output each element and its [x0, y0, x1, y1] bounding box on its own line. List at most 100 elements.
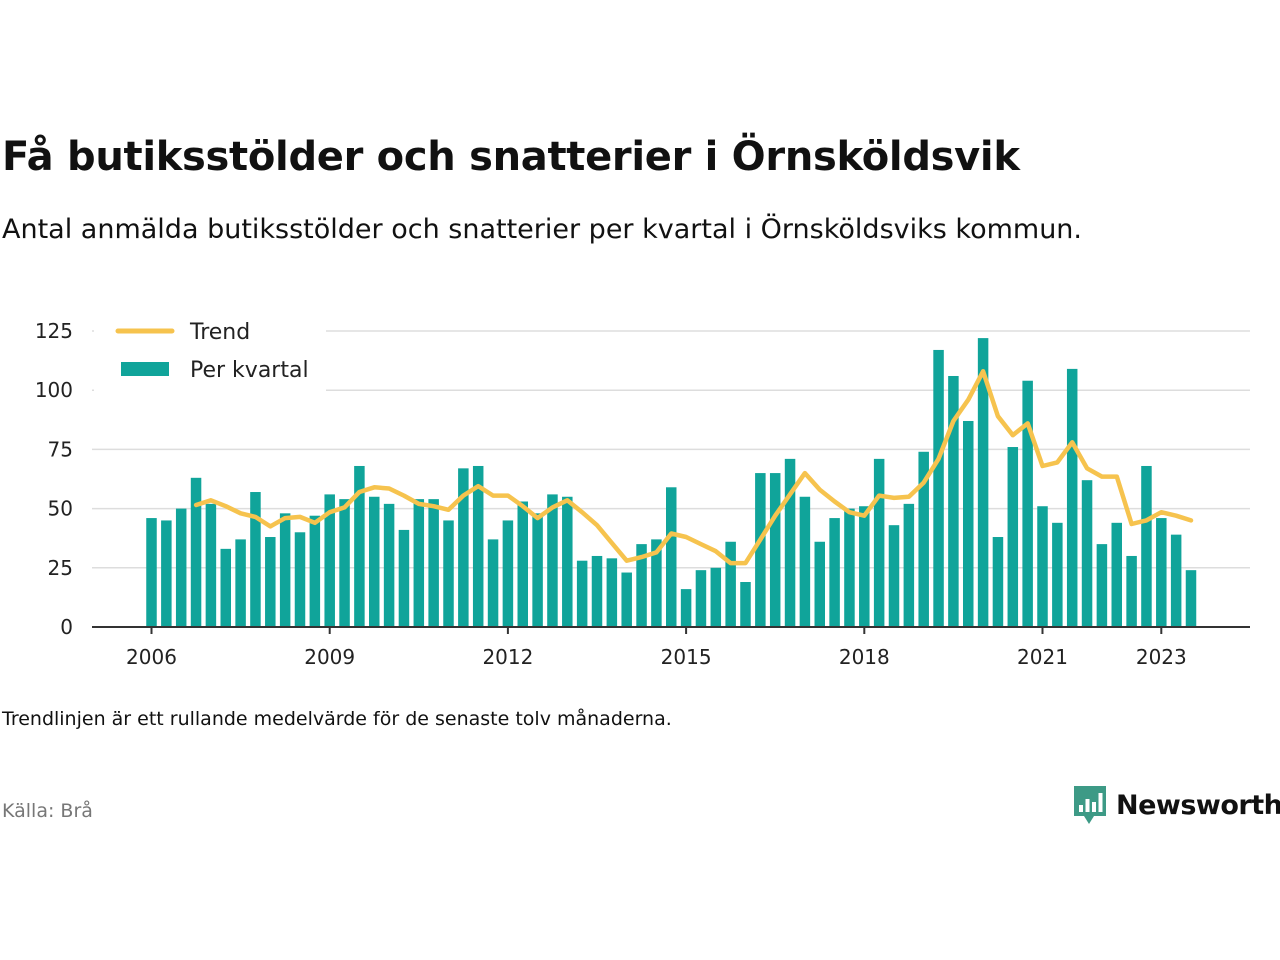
legend-trend-label: Trend: [189, 320, 250, 345]
legend-bar-swatch: [121, 362, 169, 376]
y-tick-label: 0: [60, 615, 73, 639]
x-tick-label: 2009: [304, 645, 355, 669]
trend-point: [1160, 510, 1163, 514]
trend-point: [892, 496, 896, 500]
trend-point: [313, 521, 317, 525]
source-label: Källa: Brå: [2, 800, 93, 822]
bar: [844, 508, 855, 627]
brand-logo[interactable]: Newsworthy: [1072, 784, 1280, 826]
trend-point: [714, 550, 717, 553]
trend-point: [1130, 522, 1133, 526]
y-tick-label: 125: [35, 319, 73, 343]
trend-point: [1041, 464, 1044, 468]
bar: [472, 465, 484, 627]
trend-point: [1026, 422, 1029, 425]
y-tick-label: 50: [48, 497, 73, 521]
trend-point: [1011, 433, 1014, 437]
bar: [606, 558, 618, 627]
bar: [963, 420, 974, 627]
bar: [873, 458, 885, 627]
bar: [175, 508, 187, 627]
bar: [651, 539, 662, 627]
bar: [710, 567, 722, 627]
bar: [413, 499, 425, 627]
trend-point: [343, 506, 346, 509]
bar: [591, 555, 603, 627]
bar: [636, 544, 647, 627]
trend-point: [194, 503, 198, 507]
bar: [1156, 518, 1167, 627]
bar: [265, 537, 276, 627]
bar: [324, 494, 335, 627]
trend-point: [298, 515, 302, 519]
x-tick-label: 2015: [661, 645, 712, 669]
bar: [309, 515, 321, 627]
y-tick-label: 25: [48, 556, 73, 580]
brand-name: Newsworthy: [1116, 789, 1280, 821]
trend-point: [506, 494, 510, 497]
trend-point: [447, 508, 450, 511]
trend-point: [477, 484, 480, 488]
trend-point: [670, 532, 673, 535]
trend-point: [462, 494, 465, 497]
bar: [1185, 570, 1197, 627]
bar: [383, 503, 395, 627]
chart-subtitle: Antal anmälda butiksstölder och snatteri…: [2, 214, 1082, 245]
trend-point: [610, 541, 614, 545]
trend-point: [774, 514, 777, 517]
trend-point: [877, 494, 881, 497]
trend-point: [358, 490, 361, 494]
bar: [918, 451, 929, 627]
trend-point: [729, 561, 732, 565]
bar: [695, 570, 707, 627]
trend-point: [1189, 519, 1193, 522]
x-tick-label: 2018: [839, 645, 890, 669]
trend-point: [699, 542, 703, 546]
trend-point: [833, 500, 836, 503]
trend-point: [417, 502, 420, 506]
bar: [977, 338, 989, 627]
trend-point: [402, 494, 406, 497]
bar: [1037, 506, 1048, 627]
bar: [532, 513, 543, 627]
trend-point: [922, 481, 925, 484]
bar: [933, 349, 944, 627]
trend-point: [937, 457, 940, 461]
trend-point: [521, 505, 524, 508]
bar: [903, 503, 915, 627]
bar: [398, 529, 410, 627]
trend-point: [595, 523, 599, 527]
bar: [1126, 555, 1137, 627]
bar: [621, 572, 632, 627]
bar: [458, 468, 469, 627]
trend-point: [387, 487, 391, 490]
bar: [279, 513, 291, 627]
trend-point: [1115, 475, 1118, 478]
bar: [220, 548, 231, 627]
bar: [190, 477, 202, 627]
bar: [666, 487, 677, 627]
axes: 2006 2009 2012 2015 2018 2021 2023: [92, 626, 1250, 669]
bar: [294, 532, 306, 627]
bar: [859, 506, 870, 627]
chart-title: Få butiksstölder och snatterier i Örnskö…: [2, 134, 1020, 180]
y-tick-label: 75: [48, 437, 73, 461]
trend-point: [759, 538, 762, 541]
trend-point: [818, 488, 821, 491]
bar: [1052, 522, 1063, 627]
trend-point: [744, 561, 747, 565]
bar: [547, 494, 558, 627]
x-tick-label: 2006: [126, 645, 177, 669]
trend-point: [224, 505, 227, 508]
trend-point: [640, 555, 643, 559]
bar: [443, 520, 454, 627]
bar: [1096, 544, 1108, 627]
bar: [814, 541, 825, 627]
trend-point: [1174, 514, 1178, 517]
bar: [235, 539, 246, 627]
trend-point: [1145, 519, 1148, 522]
bar: [517, 501, 528, 627]
trend-point: [239, 512, 242, 515]
footnote: Trendlinjen är ett rullande medelvärde f…: [2, 708, 672, 730]
x-tick-label: 2012: [482, 645, 533, 669]
